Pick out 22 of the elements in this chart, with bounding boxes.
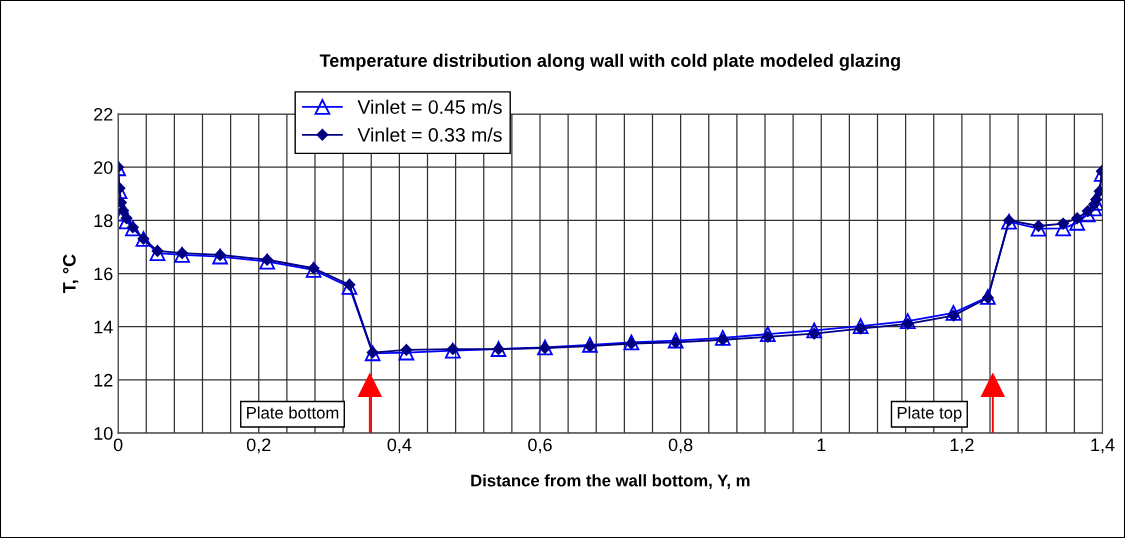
legend-label: Vinlet = 0.45 m/s [357,99,502,114]
chart-title: Temperature distribution along wall with cold plate modeled glazing [319,53,900,71]
y-tick-label: 12 [94,373,113,387]
y-axis-title: T, °C [62,254,79,294]
y-tick-label: 22 [94,107,113,121]
x-axis-title: Distance from the wall bottom, Y, m [471,474,750,489]
x-tick-label: 0 [113,438,123,452]
legend-label: Vinlet = 0.33 m/s [357,127,502,142]
x-tick-label: 0,6 [528,438,552,454]
y-tick-label: 16 [94,267,113,281]
y-tick-label: 20 [94,161,113,174]
y-tick-label: 14 [94,320,113,334]
x-tick-label: 0,2 [246,438,271,454]
x-tick-label: 1,2 [950,438,974,454]
x-tick-label: 0,4 [387,438,412,454]
x-tick-label: 1,4 [1091,438,1115,454]
x-tick-label: 0,8 [668,438,693,454]
ref-line-label: Plate top [897,406,962,422]
x-tick-label: 1 [817,438,826,452]
y-tick-label: 18 [94,214,113,228]
y-tick-label: 10 [94,427,113,440]
ref-line-label: Plate bottom [247,406,339,419]
